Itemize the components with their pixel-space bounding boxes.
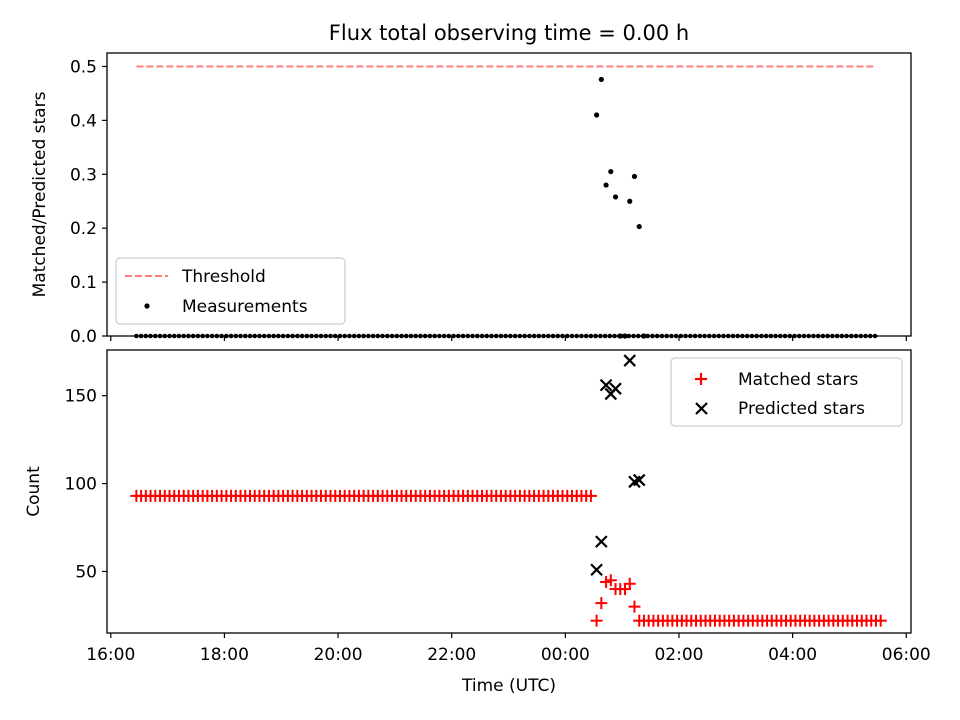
measurement-point	[598, 76, 604, 83]
bottom-panel: 50 100 150 16:00 18:00 20:00 22:00 00:00 02:00 0…	[24, 349, 931, 696]
top-x-ticks	[110, 336, 907, 341]
top-y-axis-label: Matched/Predicted stars	[30, 91, 50, 297]
bottom-plot-area	[130, 354, 887, 627]
bottom-y-tick-label: 50	[75, 562, 97, 582]
matched-star-point	[595, 597, 608, 610]
matched-star-point	[637, 614, 650, 627]
legend-matched-label: Matched stars	[738, 370, 858, 390]
top-axes-frame	[106, 52, 912, 337]
legend-measurements-label: Measurements	[182, 297, 308, 317]
matched-star-point	[590, 614, 603, 627]
measurement-point	[636, 223, 642, 230]
x-tick-label: 22:00	[427, 645, 476, 665]
measurement-point	[608, 168, 614, 175]
measurement-point	[631, 173, 638, 180]
matched-star-point	[604, 574, 617, 587]
bottom-x-ticks: 16:00 18:00 20:00 22:00 00:00 02:00 04:00 06:00	[86, 633, 931, 665]
x-tick-label: 16:00	[86, 645, 135, 665]
matched-star-point	[874, 614, 887, 627]
matched-star-point	[628, 600, 641, 613]
predicted-star-point	[595, 535, 608, 548]
top-y-tick-label: 0.4	[70, 111, 97, 131]
measurement-point	[627, 198, 633, 204]
matched-star-point	[623, 577, 636, 590]
bottom-legend-box	[670, 357, 903, 427]
predicted-star-point	[599, 378, 613, 392]
bottom-y-ticks: 50 100 150	[65, 387, 107, 582]
measurement-point	[593, 112, 600, 118]
predicted-star-point	[590, 563, 603, 576]
top-y-ticks: 0.0 0.1 0.2 0.3 0.4 0.5	[70, 57, 107, 347]
legend-threshold-label: Threshold	[181, 267, 266, 287]
x-axis-label: Time (UTC)	[461, 676, 556, 696]
bottom-y-axis-label: Count	[24, 466, 44, 517]
x-tick-label: 06:00	[882, 645, 931, 665]
legend-matched-swatch	[695, 373, 707, 385]
x-tick-label: 02:00	[654, 645, 703, 665]
top-legend-box	[115, 257, 346, 325]
x-tick-label: 00:00	[541, 645, 590, 665]
predicted-star-point	[632, 473, 646, 487]
predicted-star-point	[623, 354, 637, 367]
bottom-axes-frame	[106, 349, 912, 634]
x-tick-label: 18:00	[200, 645, 249, 665]
bottom-y-tick-label: 150	[65, 387, 97, 407]
predicted-star-point	[609, 382, 622, 395]
top-y-tick-label: 0.5	[70, 57, 97, 77]
chart-title: Flux total observing time = 0.00 h	[329, 21, 689, 45]
bottom-y-tick-label: 100	[65, 475, 97, 495]
legend-predicted-swatch	[695, 402, 708, 415]
top-y-tick-label: 0.3	[70, 165, 97, 185]
legend-measurements-swatch	[144, 303, 150, 309]
bottom-legend: Matched stars Predicted stars	[670, 357, 903, 427]
top-panel: 0.0 0.1 0.2 0.3 0.4 0.5 Matched/Predicted sta…	[30, 52, 912, 347]
top-legend: Threshold Measurements	[115, 257, 346, 325]
measurement-point	[603, 182, 609, 188]
legend-predicted-label: Predicted stars	[738, 399, 865, 419]
top-y-tick-label: 0.0	[70, 327, 97, 347]
matched-star-point	[584, 489, 597, 502]
x-tick-label: 04:00	[768, 645, 817, 665]
top-y-tick-label: 0.1	[70, 273, 97, 293]
measurement-point	[612, 194, 619, 200]
top-y-tick-label: 0.2	[70, 219, 97, 239]
x-tick-label: 20:00	[314, 645, 363, 665]
